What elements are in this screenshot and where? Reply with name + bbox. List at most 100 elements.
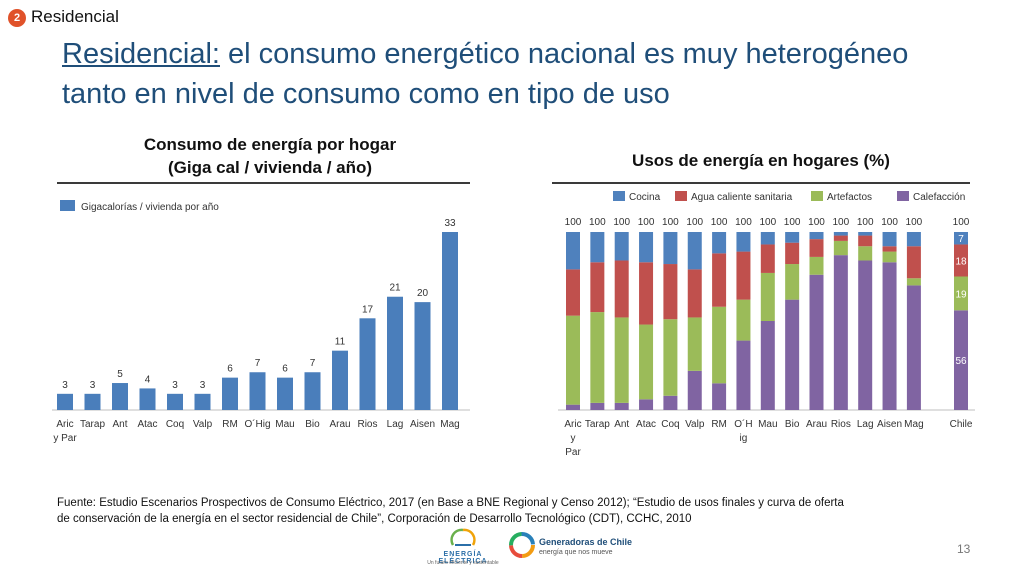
x-tick-label: O´Hig <box>244 418 270 430</box>
x-tick-label: y Par <box>53 433 77 444</box>
stacked-segment <box>736 299 751 341</box>
stacked-segment <box>858 235 873 247</box>
right-legend-label: Cocina <box>629 192 661 203</box>
stack-total-label: 100 <box>589 217 606 228</box>
stacked-segment <box>809 232 824 240</box>
stacked-segment <box>882 251 897 263</box>
stack-total-label: 100 <box>638 217 655 228</box>
stacked-segment <box>614 260 629 318</box>
x-tick-label: Valp <box>193 419 213 430</box>
stack-total-label: 100 <box>613 217 630 228</box>
stacked-segment <box>760 321 775 410</box>
stacked-segment <box>833 232 848 236</box>
bar-consumo <box>57 393 73 410</box>
bar-value-label: 5 <box>117 369 123 380</box>
stacked-segment <box>639 232 654 263</box>
left-chart-title: Consumo de energía por hogar (Giga cal /… <box>70 133 470 179</box>
bar-value-label: 3 <box>172 380 178 391</box>
x-tick-label: Lag <box>387 419 404 430</box>
x-tick-label: Lag <box>857 419 874 430</box>
stacked-segment <box>736 340 751 410</box>
bar-value-label: 21 <box>389 283 401 294</box>
stacked-segment <box>954 276 968 311</box>
stacked-segment <box>906 278 921 286</box>
stacked-segment <box>566 232 580 270</box>
stack-total-label: 100 <box>686 217 703 228</box>
stacked-segment <box>614 317 629 403</box>
stacked-segment <box>882 232 897 247</box>
bar-value-label: 20 <box>417 288 429 299</box>
stacked-segment <box>882 246 897 252</box>
stacked-segment <box>906 285 921 410</box>
x-tick-label: Par <box>565 447 581 458</box>
x-tick-label: Aric <box>56 419 73 430</box>
x-tick-label: Coq <box>166 419 184 430</box>
energia-logo-tagline: Un futuro eficiente y sustentable <box>427 560 499 566</box>
stack-total-label: 100 <box>857 217 874 228</box>
stacked-segment <box>639 399 654 410</box>
stacked-segment <box>590 312 605 403</box>
stacked-segment <box>906 232 921 247</box>
section-label: Residencial <box>31 7 119 26</box>
x-tick-label: Tarap <box>585 419 610 430</box>
x-tick-label: Valp <box>685 419 705 430</box>
x-tick-label: Rios <box>831 419 851 430</box>
stack-total-label: 100 <box>784 217 801 228</box>
x-tick-label: RM <box>711 419 727 430</box>
slide-title: Residencial: el consumo energético nacio… <box>62 34 1002 114</box>
stacked-segment <box>954 310 968 410</box>
generadoras-logo-name: Generadoras de Chile <box>539 537 633 547</box>
stacked-segment <box>785 299 800 410</box>
stacked-segment <box>712 383 727 410</box>
right-legend-swatch <box>811 191 823 201</box>
x-tick-label: O´H <box>734 418 752 430</box>
bar-consumo <box>222 377 238 410</box>
stacked-segment <box>712 232 727 254</box>
stacked-segment <box>590 402 605 410</box>
stacked-segment <box>663 319 678 396</box>
stacked-segment <box>785 232 800 243</box>
stacked-segment <box>833 235 848 241</box>
bar-value-label: 17 <box>362 304 374 315</box>
stacked-segment <box>858 232 873 236</box>
bar-value-label: 11 <box>335 337 346 348</box>
bar-consumo <box>167 393 183 410</box>
bar-consumo <box>139 388 156 410</box>
x-tick-label: Aisen <box>410 419 435 430</box>
page-number: 13 <box>957 542 971 556</box>
right-legend-swatch <box>675 191 687 201</box>
segment-value-label: 19 <box>955 289 967 300</box>
stack-total-label: 100 <box>759 217 776 228</box>
stacked-segment <box>760 244 775 273</box>
bar-consumo <box>414 302 431 410</box>
x-tick-label: Mau <box>275 419 294 430</box>
x-tick-label: Bio <box>785 419 800 430</box>
bar-consumo <box>277 377 293 410</box>
x-tick-label: Atac <box>137 419 157 430</box>
stacked-segment <box>833 240 848 256</box>
stacked-segment <box>639 324 654 400</box>
bar-value-label: 6 <box>227 364 233 375</box>
stacked-segment <box>833 255 848 410</box>
right-legend-label: Calefacción <box>913 192 965 203</box>
stacked-segment <box>590 262 605 313</box>
stacked-segment <box>566 315 580 405</box>
stacked-segment <box>687 269 702 318</box>
stacked-segment <box>663 232 678 265</box>
x-tick-label: RM <box>222 419 238 430</box>
stacked-segment <box>954 244 968 277</box>
stacked-segment <box>614 232 629 261</box>
left-chart-rule <box>57 182 470 184</box>
x-tick-label: Ant <box>614 419 629 430</box>
x-tick-label: Mag <box>440 419 459 430</box>
bar-value-label: 3 <box>200 380 206 391</box>
stacked-segment <box>785 242 800 265</box>
title-underlined: Residencial: <box>62 38 220 70</box>
bar-consumo <box>249 372 266 410</box>
stacked-segment <box>639 262 654 325</box>
right-legend-swatch <box>897 191 909 201</box>
bar-value-label: 33 <box>444 218 456 229</box>
right-legend-label: Artefactos <box>827 192 872 203</box>
x-tick-label: ig <box>740 433 748 444</box>
stacked-segment <box>614 402 629 410</box>
